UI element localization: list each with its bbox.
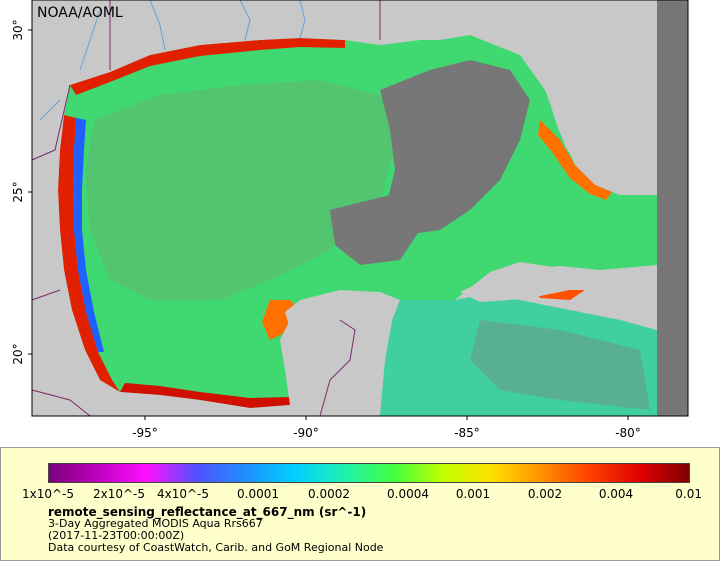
us-gulf-coast-land (32, 0, 420, 90)
colorbar-tick-label: 2x10^-5 (92, 487, 146, 501)
lon-label-85: -85° (454, 426, 480, 440)
variable-name: remote_sensing_reflectance_at_667_nm (sr… (48, 505, 367, 519)
cloud-nodata-center (330, 195, 420, 265)
yucatan-peninsula (285, 290, 400, 395)
map-canvas: 30° 25° 20° -95° -90° -85° -80° NOAA/AOM… (11, 0, 689, 440)
florida-peninsula (420, 0, 657, 195)
coastal-band-florida (538, 120, 612, 200)
lon-label-80: -80° (615, 426, 641, 440)
lat-label-20: 20° (11, 343, 25, 364)
lat-ticks (28, 29, 32, 355)
cuba-island (460, 266, 657, 302)
colorbar-tick-label: 0.004 (598, 487, 634, 501)
colorbar-tick-label: 0.0001 (237, 487, 279, 501)
coastal-band-west (58, 115, 120, 392)
nodata-strip-east (657, 0, 688, 416)
coastal-band-north (70, 38, 345, 95)
colorbar-tick-label: 0.01 (675, 487, 702, 501)
colorbar-tick-label: 1x10^-5 (22, 487, 75, 501)
central-gulf-texture (85, 80, 400, 300)
lon-label-95: -95° (132, 426, 158, 440)
colorbar-tick-label: 0.0004 (387, 487, 429, 501)
rivers (39, 0, 306, 121)
borders (31, 0, 381, 417)
coastal-band-west-blue (73, 118, 104, 352)
colorbar-tick-label: 4x10^-5 (156, 487, 210, 501)
lat-label-30: 30° (11, 19, 25, 40)
colorbar-tick-label: 0.0002 (308, 487, 350, 501)
credit-label: NOAA/AOML (37, 5, 123, 21)
caribbean-nodata (470, 320, 650, 410)
lon-label-90: -90° (293, 426, 319, 440)
dataset-time: (2017-11-23T00:00:00Z) (48, 529, 185, 542)
coastal-band-south (120, 383, 290, 408)
cloud-nodata-east (380, 60, 530, 235)
map-frame (31, 0, 689, 417)
dataset-description: 3-Day Aggregated MODIS Aqua Rrs667 (48, 517, 263, 530)
colorbar-tick-label: 0.001 (455, 487, 491, 501)
data-credit: Data courtesy of CoastWatch, Carib. and … (48, 541, 384, 554)
lon-ticks (144, 416, 629, 420)
lat-label-25: 25° (11, 181, 25, 202)
colorbar (48, 463, 690, 483)
colorbar-tick-label: 0.002 (527, 487, 563, 501)
map-plot-area (31, 0, 689, 417)
